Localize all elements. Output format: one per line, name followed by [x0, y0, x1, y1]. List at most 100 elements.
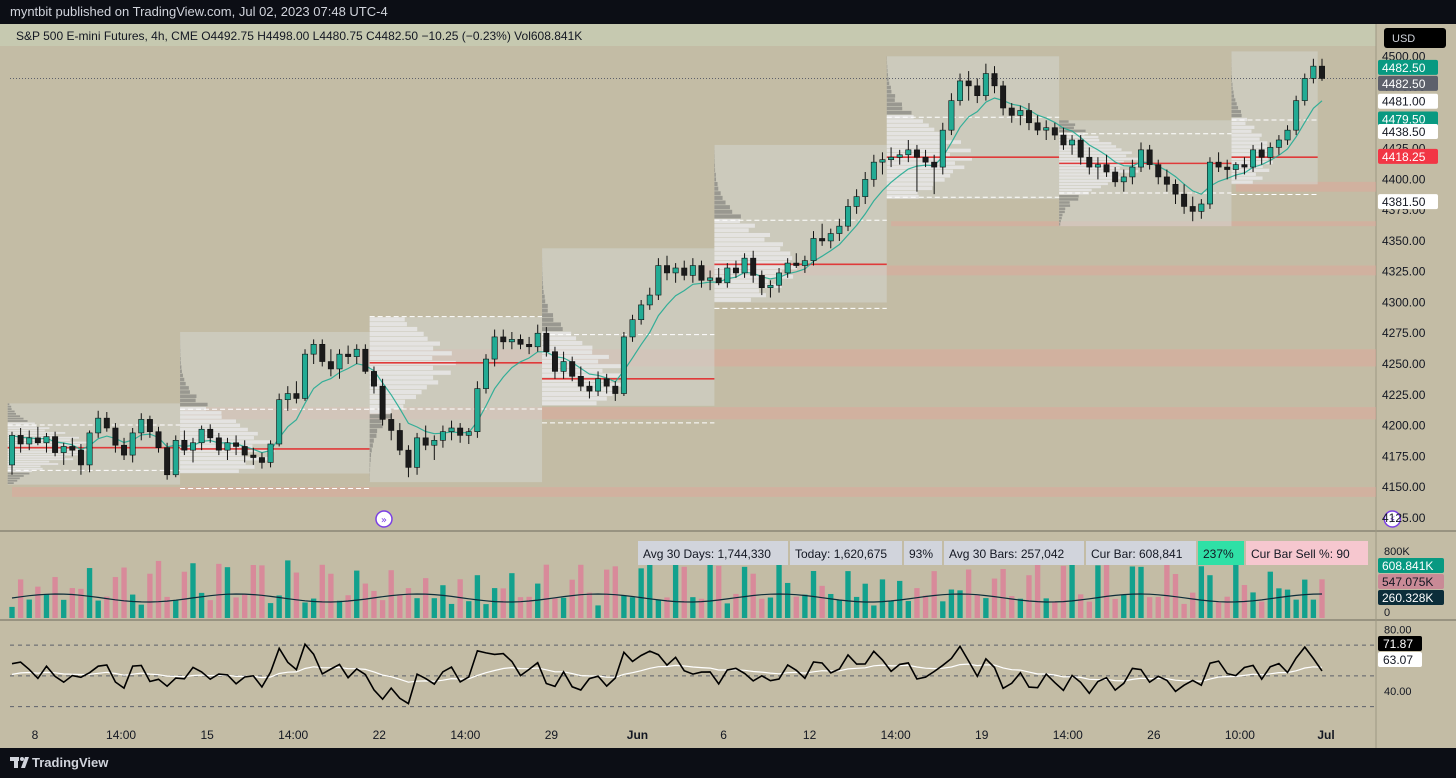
volume-profile-row [180, 452, 246, 457]
candle-body [646, 294, 653, 306]
volume-stat-box [1086, 541, 1196, 565]
volume-profile-row [369, 457, 371, 463]
candle-body [543, 332, 550, 352]
volume-profile-row [1059, 173, 1119, 176]
volume-bar [957, 590, 963, 618]
volume-profile-row [1059, 157, 1143, 161]
candle-body [457, 427, 464, 436]
volume-bar [1293, 599, 1299, 618]
volume-bar [535, 583, 541, 618]
candle-body [1301, 78, 1308, 101]
volume-profile-row [180, 419, 236, 423]
volume-profile-row [7, 422, 35, 425]
price-badge-label: 4479.50 [1382, 113, 1426, 127]
volume-profile-row [1059, 191, 1089, 195]
volume-profile-row [542, 290, 544, 295]
volume-profile-row [180, 365, 182, 369]
volume-profile-row [714, 209, 733, 214]
candle-body [319, 344, 326, 362]
volume-profile-row [714, 237, 765, 242]
candle-body [181, 440, 188, 451]
volume-profile-row [369, 336, 428, 341]
candle-body [207, 428, 214, 439]
volume-profile-row [7, 482, 14, 485]
volume-profile-row [369, 322, 407, 327]
volume-bar [1198, 566, 1205, 618]
volume-profile-row [1231, 98, 1236, 102]
volume-profile-row [1059, 145, 1117, 148]
volume-bar [1095, 565, 1101, 618]
legend-part: O [201, 29, 210, 43]
volume-profile-row [886, 94, 896, 98]
volume-bar [345, 595, 351, 618]
volume-bar [586, 592, 593, 618]
volume-profile-row [7, 475, 24, 477]
volume-profile-row [369, 443, 373, 448]
volume-axis-label: 800K [1384, 546, 1410, 558]
volume-profile-row [886, 157, 972, 161]
volume-profile-row [1231, 82, 1233, 86]
volume-bar [138, 604, 144, 618]
volume-bar [922, 595, 929, 618]
candle-body [698, 265, 705, 281]
candle-body [121, 444, 128, 456]
volume-profile-row [886, 102, 902, 107]
volume-profile-row [542, 313, 554, 318]
volume-bar [655, 599, 662, 618]
volume-profile-row [886, 110, 912, 115]
volume-bar [104, 596, 110, 618]
candle-body [1198, 203, 1205, 212]
candle-body [190, 442, 196, 451]
rsi-axis-label: 40.00 [1384, 686, 1412, 698]
price-badge [1378, 93, 1438, 109]
price-tick-label: 4325.00 [1382, 265, 1426, 279]
candle-body [129, 432, 136, 456]
volume-profile-row [7, 460, 50, 463]
volume-bar [578, 564, 584, 618]
candle-body [198, 428, 205, 444]
volume-stat-box [1198, 541, 1244, 565]
volume-profile-row [886, 77, 889, 81]
session-profile-box [542, 248, 715, 406]
candle-body [595, 378, 602, 392]
volume-profile-row [369, 404, 404, 409]
volume-bar [931, 571, 937, 618]
candle-body [689, 265, 696, 276]
time-tick-label: 19 [975, 728, 989, 742]
currency-button[interactable] [1384, 28, 1446, 48]
volume-profile-row [886, 73, 888, 77]
volume-profile-row [886, 136, 943, 140]
candle-body [508, 339, 515, 343]
volume-bar [466, 601, 472, 618]
candle-body [284, 393, 291, 400]
volume-profile-row [369, 356, 433, 361]
candle-body [431, 440, 438, 446]
candle-body [155, 431, 162, 448]
volume-bar [836, 599, 843, 618]
volume-bar [198, 592, 205, 618]
volume-bar [1034, 562, 1041, 618]
volume-bar [61, 599, 67, 618]
candle-body [1258, 149, 1265, 158]
candle-body [784, 262, 791, 274]
candle-body [982, 73, 989, 96]
candle-body [439, 431, 446, 441]
volume-bar [888, 600, 894, 618]
volume-profile-row [542, 303, 548, 308]
candle-body [1215, 161, 1222, 168]
candle-body [603, 378, 610, 387]
volume-profile-row [7, 415, 21, 418]
candle-body [483, 358, 489, 389]
volume-profile-row [714, 223, 755, 228]
volume-profile-row [180, 456, 269, 461]
volume-profile-row [7, 420, 28, 422]
candle-body [327, 361, 334, 370]
candle-body [276, 399, 283, 445]
candle-body [1206, 161, 1213, 205]
time-tick-label: 14:00 [1053, 728, 1083, 742]
volume-profile-row [369, 375, 434, 380]
candle-body [396, 430, 403, 451]
candle-body [388, 419, 395, 431]
volume-bar [621, 595, 627, 618]
